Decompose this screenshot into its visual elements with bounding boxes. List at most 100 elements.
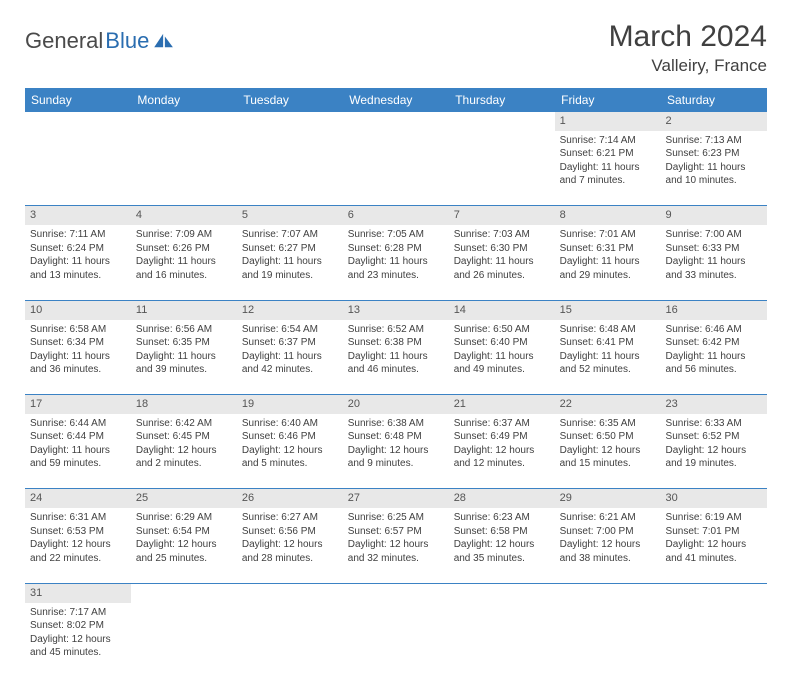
- day-info-cell: Sunrise: 7:11 AMSunset: 6:24 PMDaylight:…: [25, 225, 131, 300]
- sunrise-text: Sunrise: 6:27 AM: [242, 511, 338, 525]
- sunrise-text: Sunrise: 6:19 AM: [666, 511, 762, 525]
- daylight-text: and 28 minutes.: [242, 552, 338, 566]
- day-info-cell: Sunrise: 7:13 AMSunset: 6:23 PMDaylight:…: [661, 131, 767, 206]
- sunset-text: Sunset: 6:23 PM: [666, 147, 762, 161]
- sunset-text: Sunset: 6:42 PM: [666, 336, 762, 350]
- daylight-text: Daylight: 11 hours: [666, 161, 762, 175]
- weekday-header: Saturday: [661, 88, 767, 112]
- day-info-row: Sunrise: 6:31 AMSunset: 6:53 PMDaylight:…: [25, 508, 767, 583]
- daylight-text: and 46 minutes.: [348, 363, 444, 377]
- day-number-cell: [555, 583, 661, 602]
- daylight-text: and 29 minutes.: [560, 269, 656, 283]
- day-number-cell: 10: [25, 300, 131, 319]
- weekday-header: Monday: [131, 88, 237, 112]
- daylight-text: and 12 minutes.: [454, 457, 550, 471]
- sunrise-text: Sunrise: 6:33 AM: [666, 417, 762, 431]
- daylight-text: Daylight: 12 hours: [454, 538, 550, 552]
- sunset-text: Sunset: 7:01 PM: [666, 525, 762, 539]
- day-number-cell: 27: [343, 489, 449, 508]
- day-number-cell: 28: [449, 489, 555, 508]
- brand-part2: Blue: [105, 28, 149, 54]
- day-number-cell: 18: [131, 395, 237, 414]
- day-info-cell: Sunrise: 7:14 AMSunset: 6:21 PMDaylight:…: [555, 131, 661, 206]
- daylight-text: and 39 minutes.: [136, 363, 232, 377]
- daylight-text: Daylight: 11 hours: [242, 350, 338, 364]
- day-info-cell: Sunrise: 7:03 AMSunset: 6:30 PMDaylight:…: [449, 225, 555, 300]
- day-info-cell: [25, 131, 131, 206]
- sunrise-text: Sunrise: 6:54 AM: [242, 323, 338, 337]
- day-info-cell: Sunrise: 6:37 AMSunset: 6:49 PMDaylight:…: [449, 414, 555, 489]
- day-number-cell: 15: [555, 300, 661, 319]
- sunrise-text: Sunrise: 6:58 AM: [30, 323, 126, 337]
- daylight-text: Daylight: 12 hours: [136, 538, 232, 552]
- daylight-text: and 19 minutes.: [666, 457, 762, 471]
- day-info-cell: [661, 603, 767, 678]
- daylight-text: and 32 minutes.: [348, 552, 444, 566]
- day-number-cell: 21: [449, 395, 555, 414]
- daylight-text: Daylight: 11 hours: [136, 350, 232, 364]
- sunset-text: Sunset: 6:24 PM: [30, 242, 126, 256]
- sunrise-text: Sunrise: 7:09 AM: [136, 228, 232, 242]
- day-info-cell: [343, 603, 449, 678]
- weekday-header-row: Sunday Monday Tuesday Wednesday Thursday…: [25, 88, 767, 112]
- sunrise-text: Sunrise: 7:00 AM: [666, 228, 762, 242]
- day-number-row: 24252627282930: [25, 489, 767, 508]
- day-number-cell: 13: [343, 300, 449, 319]
- day-number-cell: [25, 112, 131, 131]
- day-info-cell: [131, 603, 237, 678]
- daylight-text: and 36 minutes.: [30, 363, 126, 377]
- sunset-text: Sunset: 6:21 PM: [560, 147, 656, 161]
- sunrise-text: Sunrise: 6:52 AM: [348, 323, 444, 337]
- daylight-text: Daylight: 11 hours: [242, 255, 338, 269]
- day-info-cell: Sunrise: 7:17 AMSunset: 8:02 PMDaylight:…: [25, 603, 131, 678]
- day-info-cell: Sunrise: 6:58 AMSunset: 6:34 PMDaylight:…: [25, 320, 131, 395]
- day-number-cell: 17: [25, 395, 131, 414]
- sunrise-text: Sunrise: 6:38 AM: [348, 417, 444, 431]
- day-number-row: 31: [25, 583, 767, 602]
- day-info-cell: Sunrise: 6:27 AMSunset: 6:56 PMDaylight:…: [237, 508, 343, 583]
- daylight-text: Daylight: 11 hours: [560, 255, 656, 269]
- day-number-cell: 6: [343, 206, 449, 225]
- sunset-text: Sunset: 6:44 PM: [30, 430, 126, 444]
- day-number-cell: 1: [555, 112, 661, 131]
- daylight-text: Daylight: 11 hours: [136, 255, 232, 269]
- day-info-cell: Sunrise: 6:38 AMSunset: 6:48 PMDaylight:…: [343, 414, 449, 489]
- day-number-cell: 22: [555, 395, 661, 414]
- daylight-text: Daylight: 11 hours: [666, 350, 762, 364]
- daylight-text: and 13 minutes.: [30, 269, 126, 283]
- daylight-text: and 45 minutes.: [30, 646, 126, 660]
- weekday-header: Tuesday: [237, 88, 343, 112]
- day-number-cell: 31: [25, 583, 131, 602]
- daylight-text: and 42 minutes.: [242, 363, 338, 377]
- sail-icon: [153, 33, 175, 49]
- weekday-header: Wednesday: [343, 88, 449, 112]
- day-info-cell: Sunrise: 7:00 AMSunset: 6:33 PMDaylight:…: [661, 225, 767, 300]
- day-info-cell: Sunrise: 6:50 AMSunset: 6:40 PMDaylight:…: [449, 320, 555, 395]
- daylight-text: Daylight: 11 hours: [30, 444, 126, 458]
- daylight-text: and 35 minutes.: [454, 552, 550, 566]
- sunrise-text: Sunrise: 7:11 AM: [30, 228, 126, 242]
- daylight-text: and 10 minutes.: [666, 174, 762, 188]
- day-info-cell: Sunrise: 6:54 AMSunset: 6:37 PMDaylight:…: [237, 320, 343, 395]
- day-number-cell: 12: [237, 300, 343, 319]
- daylight-text: Daylight: 12 hours: [454, 444, 550, 458]
- day-number-cell: 8: [555, 206, 661, 225]
- sunset-text: Sunset: 6:50 PM: [560, 430, 656, 444]
- daylight-text: Daylight: 12 hours: [242, 444, 338, 458]
- sunset-text: Sunset: 6:30 PM: [454, 242, 550, 256]
- sunrise-text: Sunrise: 7:17 AM: [30, 606, 126, 620]
- daylight-text: and 9 minutes.: [348, 457, 444, 471]
- day-info-cell: [343, 131, 449, 206]
- sunrise-text: Sunrise: 6:46 AM: [666, 323, 762, 337]
- day-info-cell: Sunrise: 6:40 AMSunset: 6:46 PMDaylight:…: [237, 414, 343, 489]
- day-info-row: Sunrise: 7:17 AMSunset: 8:02 PMDaylight:…: [25, 603, 767, 678]
- sunrise-text: Sunrise: 6:29 AM: [136, 511, 232, 525]
- day-info-row: Sunrise: 7:11 AMSunset: 6:24 PM Daylight:…: [25, 225, 767, 300]
- daylight-text: and 15 minutes.: [560, 457, 656, 471]
- day-info-cell: Sunrise: 7:07 AMSunset: 6:27 PMDaylight:…: [237, 225, 343, 300]
- day-number-cell: 20: [343, 395, 449, 414]
- day-info-cell: Sunrise: 6:42 AMSunset: 6:45 PMDaylight:…: [131, 414, 237, 489]
- sunrise-text: Sunrise: 7:01 AM: [560, 228, 656, 242]
- day-number-cell: 5: [237, 206, 343, 225]
- daylight-text: Daylight: 11 hours: [348, 350, 444, 364]
